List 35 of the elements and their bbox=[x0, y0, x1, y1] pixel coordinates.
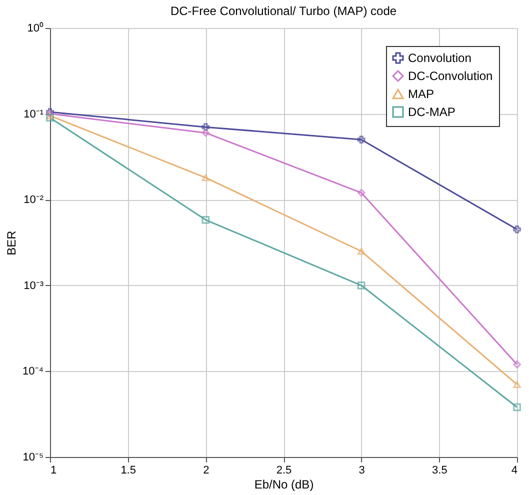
legend-label: Convolution bbox=[408, 51, 472, 65]
y-tick-label: 10⁻³ bbox=[24, 280, 44, 292]
point bbox=[202, 216, 210, 224]
y-tick-label: 10⁻⁵ bbox=[22, 452, 44, 464]
point bbox=[513, 381, 521, 388]
legend-label: MAP bbox=[408, 87, 434, 101]
point bbox=[513, 403, 521, 412]
x-axis-title: Eb/No (dB) bbox=[254, 478, 314, 492]
point bbox=[46, 112, 54, 120]
point bbox=[357, 136, 366, 144]
point bbox=[357, 248, 366, 255]
x-tick-label: 2.5 bbox=[276, 464, 292, 476]
legend-label: DC-MAP bbox=[408, 105, 456, 119]
x-tick-label: 4 bbox=[511, 464, 518, 476]
point bbox=[202, 123, 210, 132]
y-tick-label: 10⁻⁴ bbox=[22, 366, 44, 378]
point bbox=[46, 108, 54, 116]
y-tick-label: 10⁰ bbox=[27, 22, 44, 34]
x-tick-label: 1 bbox=[50, 464, 57, 476]
x-tick-label: 3.5 bbox=[432, 464, 448, 476]
point bbox=[357, 188, 366, 197]
y-tick-label: 10⁻² bbox=[24, 194, 44, 206]
y-axis-title: BER bbox=[4, 230, 19, 256]
point bbox=[202, 128, 210, 137]
y-tick-label: 10⁻¹ bbox=[24, 108, 44, 120]
point bbox=[513, 225, 521, 234]
point bbox=[357, 281, 366, 290]
x-tick-label: 1.5 bbox=[120, 464, 136, 476]
point bbox=[202, 174, 210, 182]
point bbox=[513, 360, 521, 368]
x-tick-label: 2 bbox=[203, 464, 210, 476]
point bbox=[46, 114, 54, 122]
legend-label: DC-Convolution bbox=[408, 69, 493, 83]
x-tick-label: 3 bbox=[358, 464, 365, 476]
chart-title: DC-Free Convolutional/ Turbo (MAP) code bbox=[170, 4, 397, 18]
